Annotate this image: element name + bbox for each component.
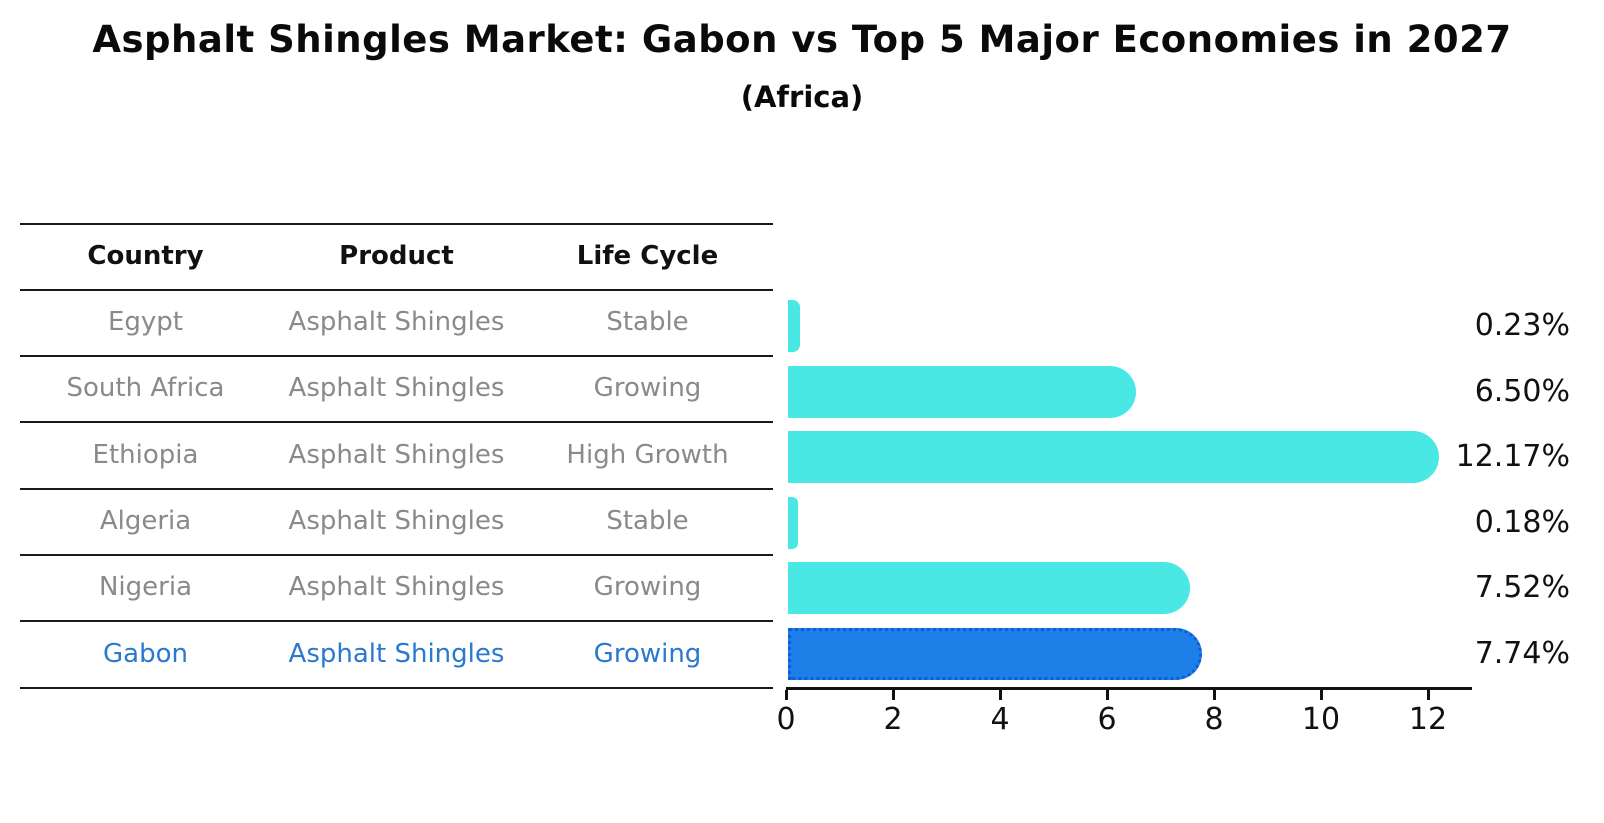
cell-product: Asphalt Shingles [288, 373, 505, 403]
x-axis-tick-label: 2 [883, 702, 903, 737]
x-axis-tick-label: 10 [1301, 702, 1341, 737]
bar-algeria [788, 497, 798, 549]
cell-country: Algeria [99, 506, 192, 536]
cell-country: Ethiopia [92, 439, 199, 470]
cell-life-cycle: Stable [606, 506, 689, 536]
cell-product: Asphalt Shingles [288, 439, 505, 470]
cell-product: Asphalt Shingles [288, 506, 505, 536]
value-label-gabon: 7.74% [1474, 636, 1570, 671]
table-row-algeria: Algeria Asphalt Shingles Stable [20, 488, 773, 554]
cell-country: Egypt [107, 307, 184, 337]
x-axis-line [786, 687, 1472, 690]
cell-life-cycle: Growing [593, 638, 702, 669]
cell-product: Asphalt Shingles [288, 307, 505, 337]
table-header-row: Country Product Life Cycle [20, 223, 773, 289]
value-label-nigeria: 7.52% [1474, 570, 1570, 605]
column-header-life-cycle: Life Cycle [576, 241, 719, 271]
value-label-egypt: 0.23% [1474, 308, 1570, 343]
table-rule [20, 620, 773, 622]
x-axis-tick [1320, 690, 1323, 700]
table-row-gabon: Gabon Asphalt Shingles Growing [20, 620, 773, 687]
cell-life-cycle: High Growth [566, 439, 729, 470]
table-rule [20, 687, 773, 689]
cell-product: Asphalt Shingles [288, 572, 505, 602]
x-axis-tick [892, 690, 895, 700]
table-row-nigeria: Nigeria Asphalt Shingles Growing [20, 554, 773, 620]
x-axis-tick [1427, 690, 1430, 700]
table-rule [20, 223, 773, 225]
bar-gabon [788, 628, 1203, 680]
cell-product: Asphalt Shingles [288, 638, 505, 669]
table-rule [20, 289, 773, 291]
table-row-egypt: Egypt Asphalt Shingles Stable [20, 289, 773, 355]
cell-life-cycle: Growing [593, 572, 702, 602]
x-axis-tick-label: 0 [776, 702, 796, 737]
value-label-ethiopia: 12.17% [1455, 439, 1570, 474]
cell-country: South Africa [66, 373, 225, 403]
table-rule [20, 554, 773, 556]
x-axis-tick-label: 12 [1408, 702, 1448, 737]
x-axis-tick-label: 6 [1097, 702, 1117, 737]
x-axis-tick [1106, 690, 1109, 700]
bar-ethiopia [788, 431, 1440, 483]
x-axis-tick [785, 690, 788, 700]
x-axis-tick-label: 8 [1204, 702, 1224, 737]
cell-country: Nigeria [98, 572, 193, 602]
value-label-south-africa: 6.50% [1474, 374, 1570, 409]
cell-life-cycle: Growing [593, 373, 702, 403]
column-header-country: Country [87, 241, 204, 271]
cell-country: Gabon [103, 638, 188, 669]
column-header-product: Product [339, 241, 454, 271]
bar-south-africa [788, 366, 1136, 418]
x-axis-tick-label: 4 [990, 702, 1010, 737]
table-rule [20, 488, 773, 490]
table-row-ethiopia: Ethiopia Asphalt Shingles High Growth [20, 421, 773, 488]
value-label-algeria: 0.18% [1474, 505, 1570, 540]
bar-egypt [788, 300, 801, 352]
x-axis-tick [1213, 690, 1216, 700]
table-rule [20, 421, 773, 423]
bar-nigeria [788, 562, 1191, 614]
table-rule [20, 355, 773, 357]
chart-subtitle: (Africa) [740, 80, 864, 114]
chart-title: Asphalt Shingles Market: Gabon vs Top 5 … [92, 18, 1512, 61]
cell-life-cycle: Stable [606, 307, 689, 337]
x-axis-tick [999, 690, 1002, 700]
table-row-south-africa: South Africa Asphalt Shingles Growing [20, 355, 773, 421]
